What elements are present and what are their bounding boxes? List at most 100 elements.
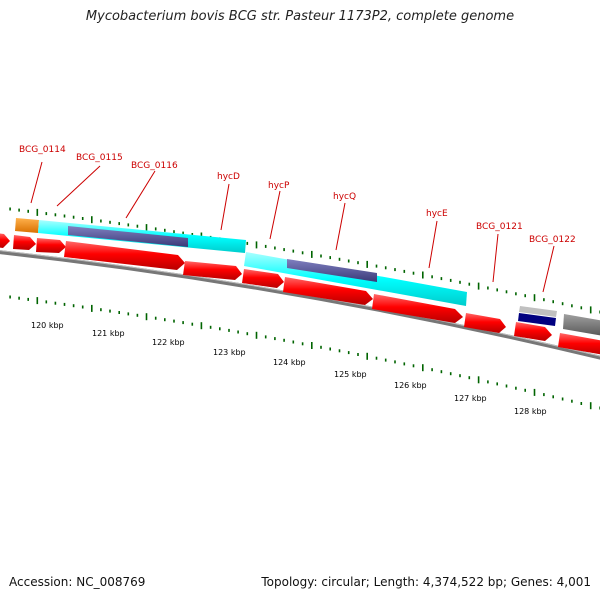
domain-purple-1[interactable]	[68, 226, 188, 247]
minor-tick	[191, 322, 194, 326]
minor-tick	[403, 269, 406, 273]
minor-tick	[412, 271, 415, 275]
minor-tick	[164, 318, 166, 322]
minor-tick	[329, 347, 331, 351]
minor-tick	[118, 311, 120, 314]
minor-tick	[524, 294, 526, 298]
minor-tick	[27, 297, 29, 301]
major-tick	[589, 402, 592, 410]
minor-tick	[127, 312, 130, 316]
feature-navy[interactable]	[518, 313, 556, 326]
gene-arrow-hycE[interactable]	[372, 294, 463, 323]
feature-grey-dark[interactable]	[563, 314, 600, 337]
minor-tick	[173, 319, 175, 323]
gene-arrow-bcg0121[interactable]	[464, 313, 506, 333]
minor-tick	[301, 251, 304, 255]
gene-arrow-hycP[interactable]	[242, 269, 284, 288]
minor-tick	[72, 304, 75, 308]
feature-grey-light[interactable]	[519, 306, 557, 317]
gene-arrow-bcg0116[interactable]	[64, 241, 185, 270]
major-tick	[36, 297, 39, 305]
minor-tick	[515, 386, 517, 390]
gene-label-hycQ[interactable]: hycQ	[333, 192, 356, 202]
minor-tick	[54, 213, 57, 217]
minor-tick	[264, 335, 267, 339]
minor-tick	[45, 212, 48, 216]
major-tick	[200, 322, 203, 330]
minor-tick	[9, 207, 11, 211]
minor-tick	[100, 308, 102, 312]
minor-tick	[100, 219, 102, 223]
kbp-label: 123 kbp	[213, 348, 246, 357]
minor-tick	[209, 325, 212, 329]
minor-tick	[81, 217, 84, 220]
minor-tick	[515, 292, 517, 296]
minor-tick	[580, 402, 583, 405]
minor-tick	[449, 278, 452, 282]
gene-labels: BCG_0114 BCG_0115 BCG_0116 hycD hycP hyc…	[19, 145, 576, 245]
gene-label-hycP[interactable]: hycP	[268, 181, 290, 191]
gene-arrow-bcg0115[interactable]	[36, 238, 66, 253]
minor-tick	[191, 233, 194, 236]
minor-tick	[338, 257, 341, 261]
minor-tick	[384, 266, 387, 270]
major-tick	[91, 304, 93, 312]
gene-arrow-bcg0122[interactable]	[514, 322, 552, 341]
gene-label-bcg0114[interactable]: BCG_0114	[19, 145, 66, 155]
major-tick	[422, 271, 424, 279]
gene-label-bcg0115[interactable]: BCG_0115	[76, 153, 123, 163]
minor-tick	[136, 224, 139, 228]
minor-tick	[384, 358, 387, 362]
minor-tick	[228, 328, 230, 332]
major-tick	[533, 294, 536, 302]
kbp-label: 128 kbp	[514, 407, 547, 416]
genome-backbone	[0, 250, 600, 360]
gene-arrow-hycQ[interactable]	[283, 277, 373, 305]
gene-arrow-right-edge[interactable]	[558, 333, 600, 356]
minor-tick	[459, 374, 461, 378]
minor-tick	[552, 395, 554, 399]
minor-tick	[173, 230, 175, 234]
gene-label-bcg0116[interactable]: BCG_0116	[131, 161, 178, 171]
minor-tick	[505, 384, 508, 388]
major-tick	[311, 250, 313, 258]
minor-tick	[431, 368, 433, 372]
minor-tick	[571, 399, 573, 403]
minor-tick	[301, 342, 304, 346]
gene-label-bcg0122[interactable]: BCG_0122	[529, 235, 576, 245]
minor-tick	[347, 259, 350, 263]
minor-tick	[561, 302, 564, 306]
minor-tick	[9, 295, 11, 299]
gene-arrow-bcg0114[interactable]	[13, 235, 36, 250]
major-tick	[422, 364, 424, 372]
minor-tick	[449, 372, 452, 376]
minor-tick	[375, 264, 378, 268]
minor-tick	[81, 305, 84, 309]
gene-label-hycD[interactable]: hycD	[217, 172, 240, 182]
minor-tick	[505, 290, 508, 294]
gene-label-hycE[interactable]: hycE	[426, 209, 448, 219]
minor-tick	[127, 223, 130, 227]
minor-tick	[154, 227, 157, 231]
minor-tick	[72, 215, 75, 219]
kbp-label: 126 kbp	[394, 381, 427, 390]
gene-label-bcg0121[interactable]: BCG_0121	[476, 222, 523, 232]
gene-arrow-hycD[interactable]	[183, 261, 242, 280]
minor-tick	[182, 231, 184, 235]
minor-tick	[274, 337, 276, 341]
minor-tick	[164, 228, 166, 232]
domain-purple-2[interactable]	[287, 259, 377, 282]
gene-arrows	[0, 233, 600, 356]
minor-tick	[394, 360, 396, 364]
gene-arrow-left-edge[interactable]	[0, 233, 10, 248]
major-tick	[477, 376, 480, 384]
minor-tick	[237, 330, 239, 334]
minor-tick	[543, 393, 545, 397]
minor-tick	[431, 275, 433, 279]
feature-orange[interactable]	[15, 218, 39, 233]
minor-tick	[571, 304, 573, 308]
minor-tick	[182, 321, 184, 325]
minor-tick	[580, 306, 583, 310]
major-tick	[589, 306, 592, 314]
minor-tick	[440, 277, 443, 281]
